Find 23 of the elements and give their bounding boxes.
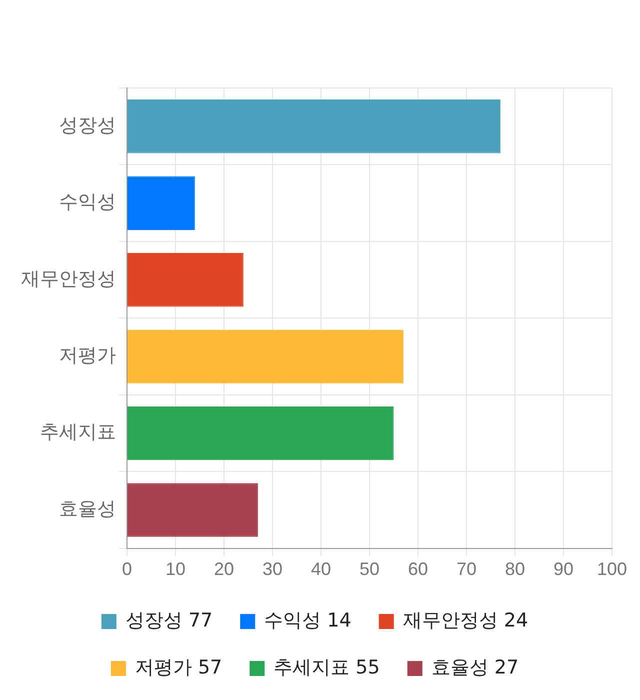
x-tick-label: 90 — [553, 559, 574, 580]
legend-label: 추세지표 55 — [274, 656, 380, 678]
legend-label: 효율성 27 — [431, 656, 519, 678]
x-tick-label: 70 — [456, 559, 477, 580]
legend-label: 수익성 14 — [264, 609, 352, 632]
x-tick-label: 40 — [310, 559, 332, 580]
y-tick-label: 저평가 — [59, 344, 116, 367]
y-tick-label: 추세지표 — [40, 421, 116, 444]
x-tick-label: 100 — [596, 559, 628, 580]
x-tick-label: 60 — [408, 559, 428, 580]
legend-label: 저평가 57 — [134, 656, 222, 678]
y-tick-label: 수익성 — [59, 191, 116, 214]
legend-label: 재무안정성 24 — [402, 609, 528, 632]
y-tick-label: 재무안정성 — [21, 268, 116, 290]
x-tick-label: 50 — [359, 559, 380, 580]
x-tick-label: 30 — [262, 559, 283, 580]
x-tick-label: 0 — [122, 559, 132, 580]
x-tick-label: 10 — [165, 559, 186, 580]
x-tick-label: 80 — [504, 559, 526, 580]
x-tick-label: 20 — [214, 559, 234, 580]
y-tick-label: 효율성 — [59, 498, 116, 520]
y-tick-label: 성장성 — [59, 114, 116, 136]
legend-label: 성장성 77 — [125, 609, 213, 632]
